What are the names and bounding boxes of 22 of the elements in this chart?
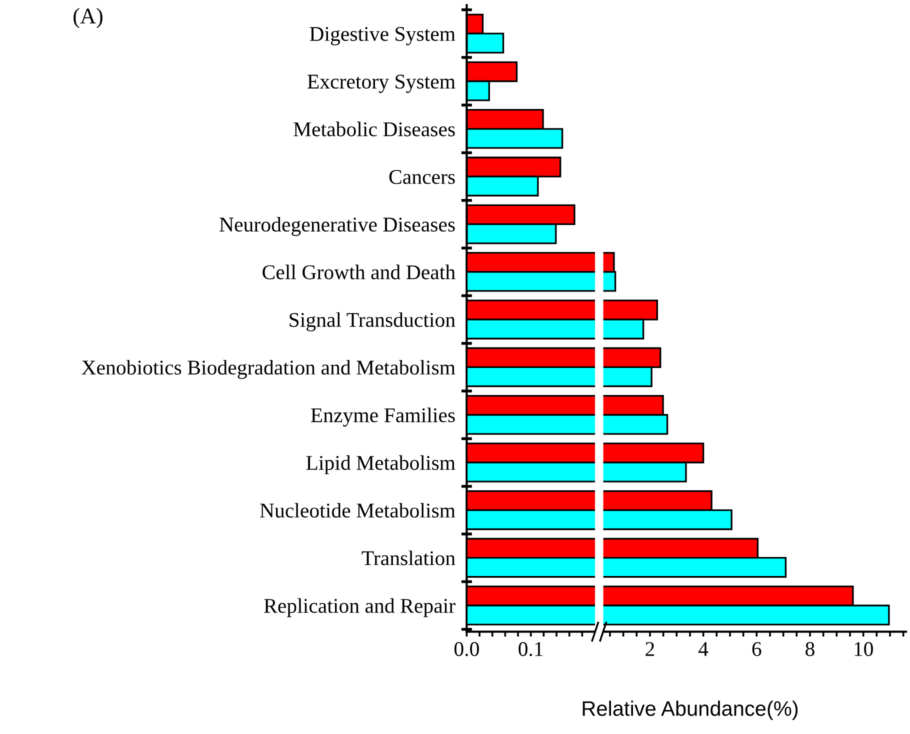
y-tick-label: Cancers — [389, 170, 455, 184]
x-tick-label: 2 — [646, 642, 654, 656]
x-axis-title: Relative Abundance(%) — [582, 700, 798, 720]
y-tick-label: Signal Transduction — [290, 312, 456, 332]
y-tick-label: Xenobiotics Biodegradation and Metabolism — [82, 360, 456, 379]
y-tick-label: Cell Growth and Death — [262, 264, 456, 280]
y-tick-label: Digestive System — [310, 27, 456, 46]
x-tick-label: 6 — [752, 642, 762, 656]
y-tick-label: Lipid Metabolism — [306, 455, 456, 474]
y-tick-label: Translation — [362, 550, 456, 566]
y-tick-label: Nucleotide Metabolism — [260, 502, 456, 518]
x-tick-label: 4 — [698, 642, 708, 656]
text: (A) — [74, 8, 102, 28]
y-tick-label: Enzyme Families — [310, 408, 455, 427]
x-tick-label: 0.0 — [454, 642, 479, 656]
x-tick-label: 0.1 — [518, 642, 543, 656]
x-tick-label: 10 — [854, 642, 873, 656]
x-tick-label: 8 — [806, 642, 814, 656]
y-tick-label: Replication and Repair — [264, 598, 456, 618]
y-tick-label: Excretory System — [307, 74, 456, 93]
y-tick-label: Metabolic Diseases — [294, 122, 455, 136]
y-tick-label: Neurodegenerative Diseases — [220, 217, 455, 236]
